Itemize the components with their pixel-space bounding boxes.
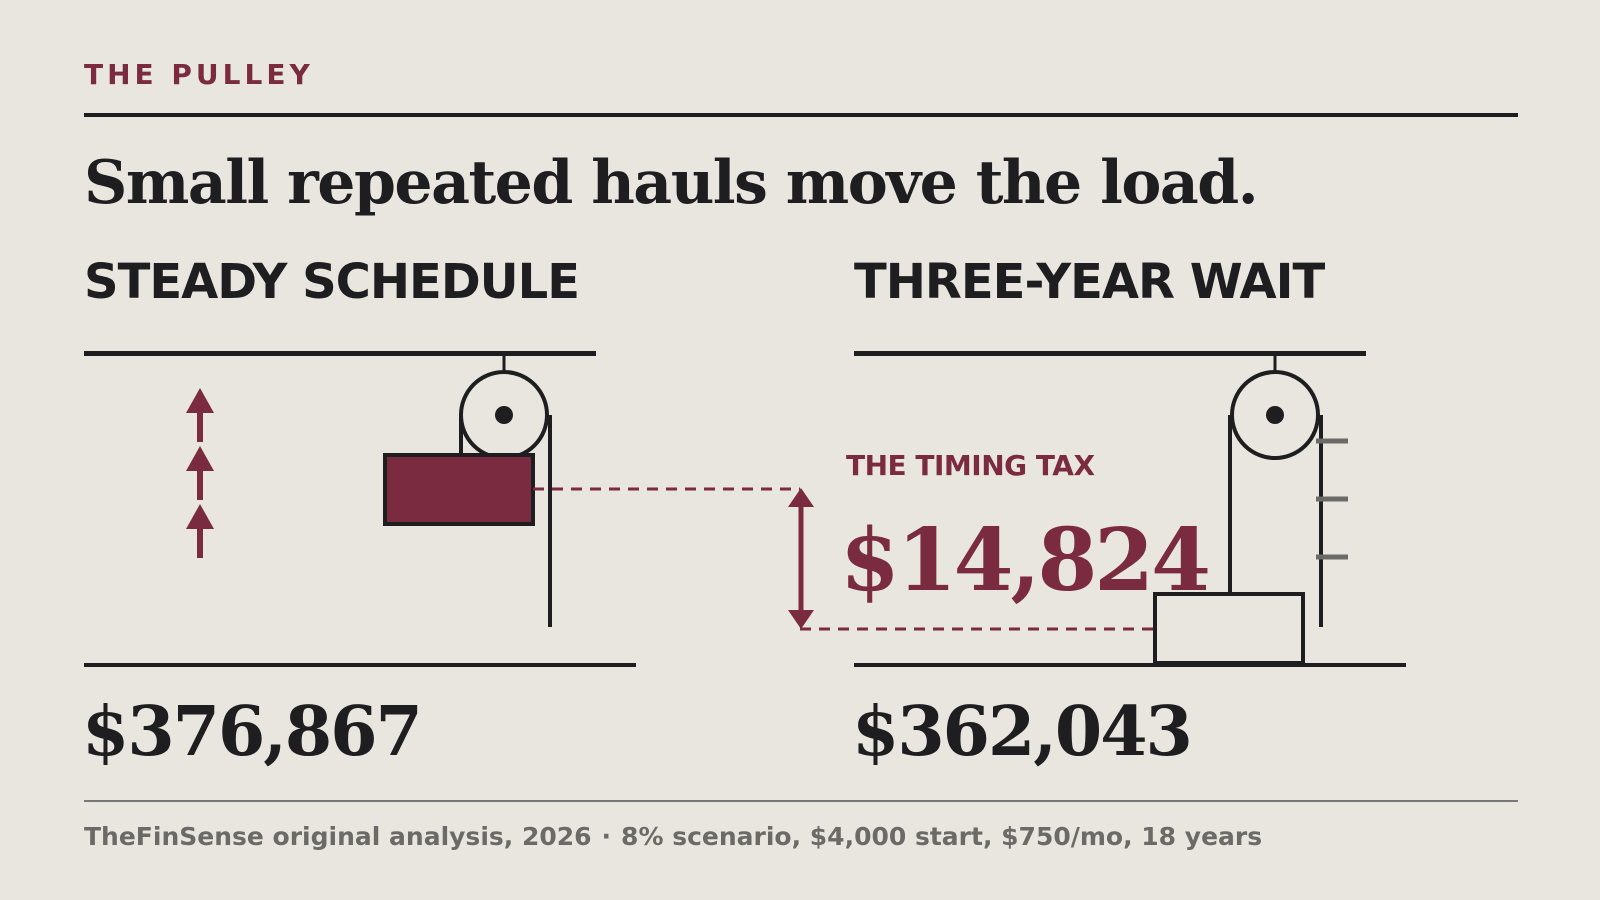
wait-pulley-group — [854, 351, 1406, 667]
footer-rule — [84, 800, 1518, 802]
kicker: THE PULLEY — [84, 58, 314, 91]
right-floor-line — [854, 663, 1406, 667]
gap-arrow-head-down — [788, 610, 814, 629]
headline: Small repeated hauls move the load. — [84, 148, 1259, 218]
right-load-block — [1153, 592, 1305, 665]
three-year-wait-value: $362,043 — [852, 692, 1193, 772]
steady-schedule-value: $376,867 — [82, 692, 423, 772]
left-floor-line — [84, 663, 636, 667]
footer-assumptions: 8% scenario, $4,000 start, $750/mo, 18 y… — [621, 822, 1263, 851]
steady-pulley-group — [84, 351, 636, 667]
upward-arrows — [186, 388, 214, 558]
timing-tax-value: $14,824 — [840, 510, 1211, 611]
timing-tax-connector — [533, 487, 1155, 631]
waiting-tick-marks — [1316, 438, 1348, 560]
gap-arrow-head-up — [788, 488, 814, 507]
footer-separator: · — [601, 822, 612, 851]
left-ceiling-line — [84, 351, 596, 356]
left-pulley-axle — [495, 406, 513, 424]
left-load-block — [383, 453, 535, 526]
footer-note: TheFinSense original analysis, 2026 · 8% s… — [84, 822, 1262, 851]
footer-source: TheFinSense original analysis, 2026 — [84, 822, 592, 851]
right-ceiling-line — [854, 351, 1366, 356]
right-pulley-axle — [1266, 406, 1284, 424]
steady-schedule-title: STEADY SCHEDULE — [84, 254, 580, 310]
top-rule — [84, 113, 1518, 117]
three-year-wait-title: THREE-YEAR WAIT — [854, 254, 1325, 310]
timing-tax-label: THE TIMING TAX — [846, 449, 1095, 482]
